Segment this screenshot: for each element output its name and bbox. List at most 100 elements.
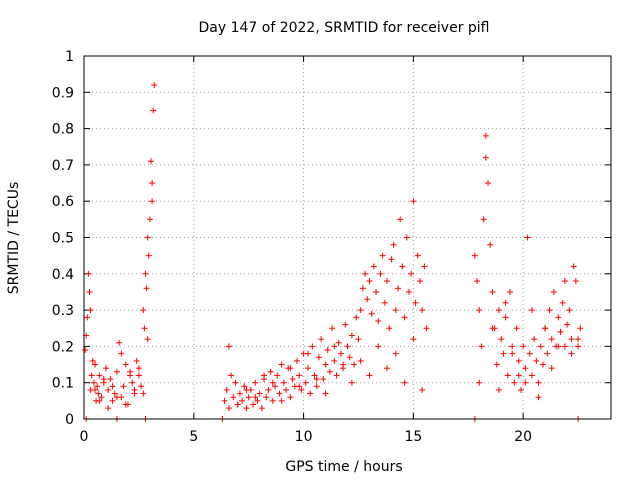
- data-point: [331, 357, 338, 364]
- data-point: [256, 390, 263, 397]
- data-point: [269, 379, 276, 386]
- data-point: [109, 383, 116, 390]
- data-point: [147, 158, 154, 165]
- data-point: [340, 361, 347, 368]
- data-point: [517, 386, 524, 393]
- data-point: [96, 397, 103, 404]
- data-point: [230, 394, 237, 401]
- data-point: [87, 386, 94, 393]
- y-tick-label: 0.1: [52, 376, 74, 392]
- data-point: [87, 307, 94, 314]
- data-point: [311, 372, 318, 379]
- data-point: [544, 350, 551, 357]
- data-point: [322, 390, 329, 397]
- data-point: [568, 336, 575, 343]
- data-point: [326, 368, 333, 375]
- data-point: [375, 317, 382, 324]
- data-point: [381, 299, 388, 306]
- data-point: [113, 368, 120, 375]
- data-point: [410, 336, 417, 343]
- y-tick-label: 0: [65, 412, 74, 428]
- data-point: [265, 386, 272, 393]
- data-point: [348, 379, 355, 386]
- data-point: [149, 180, 156, 187]
- data-point: [272, 383, 279, 390]
- data-point: [149, 198, 156, 205]
- data-point: [568, 350, 575, 357]
- data-point: [535, 379, 542, 386]
- data-point: [504, 372, 511, 379]
- x-axis-label: GPS time / hours: [285, 459, 402, 475]
- x-tick-label: 0: [80, 429, 89, 445]
- data-point: [476, 379, 483, 386]
- data-point: [550, 288, 557, 295]
- data-point: [526, 350, 533, 357]
- data-point: [113, 394, 120, 401]
- data-point: [82, 347, 89, 354]
- chart-title: Day 147 of 2022, SRMTID for receiver pif…: [198, 20, 489, 36]
- data-point: [344, 343, 351, 350]
- data-point: [386, 325, 393, 332]
- data-point: [509, 343, 516, 350]
- data-point: [296, 372, 303, 379]
- data-point: [384, 278, 391, 285]
- data-point: [280, 379, 287, 386]
- data-point: [232, 379, 239, 386]
- data-point: [421, 263, 428, 270]
- data-point: [535, 394, 542, 401]
- data-point: [555, 343, 562, 350]
- data-point: [302, 379, 309, 386]
- data-point: [498, 336, 505, 343]
- data-point: [105, 405, 112, 412]
- data-point: [261, 372, 268, 379]
- data-point: [252, 379, 259, 386]
- data-point: [307, 390, 314, 397]
- data-point: [140, 390, 147, 397]
- data-point: [528, 372, 535, 379]
- data-point: [133, 357, 140, 364]
- data-point: [298, 386, 305, 393]
- data-point: [144, 336, 151, 343]
- data-point: [493, 361, 500, 368]
- data-point: [342, 321, 349, 328]
- data-point: [533, 357, 540, 364]
- data-point: [228, 372, 235, 379]
- data-point: [357, 307, 364, 314]
- data-point: [392, 307, 399, 314]
- data-point: [496, 386, 503, 393]
- data-point: [243, 405, 250, 412]
- data-point: [315, 354, 322, 361]
- data-point: [118, 350, 125, 357]
- data-point: [337, 350, 344, 357]
- y-tick-label: 0.5: [52, 231, 74, 247]
- data-point: [98, 394, 105, 401]
- data-point: [320, 376, 327, 383]
- data-point: [416, 278, 423, 285]
- data-point: [359, 285, 366, 292]
- data-point: [482, 132, 489, 139]
- data-point: [476, 307, 483, 314]
- data-point: [142, 270, 149, 277]
- data-point: [366, 372, 373, 379]
- data-point: [143, 285, 150, 292]
- data-point: [144, 234, 151, 241]
- data-point: [357, 357, 364, 364]
- data-point: [85, 270, 92, 277]
- data-point: [561, 278, 568, 285]
- data-point: [346, 354, 353, 361]
- data-point: [395, 285, 402, 292]
- data-point: [276, 390, 283, 397]
- data-point: [384, 365, 391, 372]
- data-point: [515, 357, 522, 364]
- data-point: [362, 270, 369, 277]
- data-point: [140, 307, 147, 314]
- data-point: [89, 357, 96, 364]
- x-tick-label: 20: [514, 429, 532, 445]
- data-point: [324, 347, 331, 354]
- data-point: [399, 263, 406, 270]
- data-point: [111, 390, 118, 397]
- data-points: [82, 82, 584, 422]
- data-point: [520, 343, 527, 350]
- data-point: [138, 383, 145, 390]
- data-point: [100, 376, 107, 383]
